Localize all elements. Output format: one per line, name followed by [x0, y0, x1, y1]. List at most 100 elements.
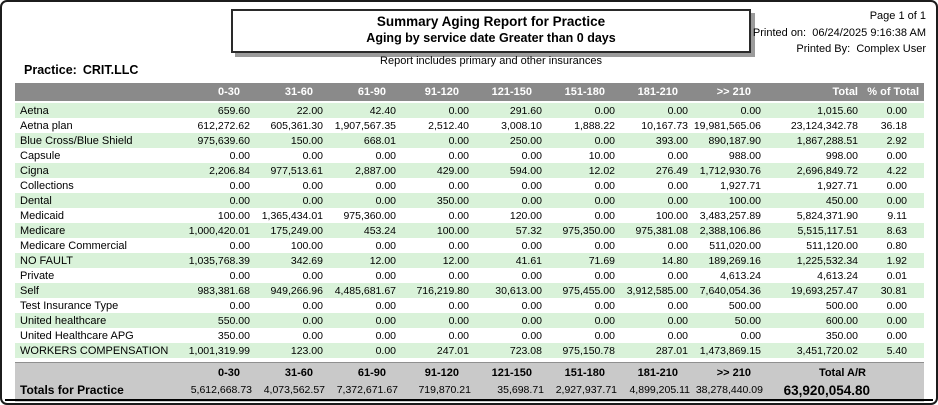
aging-value: 0.00 [594, 104, 615, 117]
aging-value: 977,513.61 [270, 164, 323, 177]
aging-value: 2,696,849.72 [796, 164, 858, 177]
aging-value: 287.01 [655, 344, 688, 357]
totals-column-header: 61-90 [357, 366, 386, 379]
aging-value: 3,483,257.89 [699, 209, 761, 222]
aging-value: 3,451,720.02 [796, 344, 858, 357]
aging-table: 0-30 31-60 61-90 91-120 121-150 151-180 181-21… [15, 83, 924, 358]
aging-value: 0.00 [302, 179, 323, 192]
aging-value: 0.00 [521, 269, 542, 282]
column-header: 181-210 [619, 83, 692, 103]
table-row: Aetna 659.60 22.00 42.40 0.00 291.60 0.00 0.00 0… [15, 102, 924, 118]
printed-by-value: Complex User [856, 43, 926, 55]
aging-value: 0.00 [375, 269, 396, 282]
aging-value: 4,485,681.67 [334, 284, 396, 297]
aging-value: 0.80 [886, 239, 907, 252]
printed-on: Printed on: 06/24/2025 9:16:38 AM [753, 25, 926, 42]
column-header: Total [765, 83, 862, 103]
aging-value: 350.00 [825, 329, 858, 342]
aging-value: 429.00 [436, 164, 469, 177]
aging-value: 0.00 [667, 329, 688, 342]
aging-value: 1,927.71 [817, 179, 858, 192]
totals-column-header: 181-210 [637, 366, 678, 379]
totals-value: 719,870.21 [418, 384, 471, 396]
column-header: 31-60 [254, 83, 327, 103]
aging-value: 5.40 [886, 344, 907, 357]
aging-value: 975,360.00 [343, 209, 396, 222]
insurance-name: NO FAULT [20, 254, 73, 267]
aging-value: 975,639.60 [197, 134, 250, 147]
aging-value: 100.00 [728, 194, 761, 207]
aging-value: 250.00 [509, 134, 542, 147]
aging-value: 291.60 [509, 104, 542, 117]
insurance-name: Cigna [20, 164, 49, 177]
aging-value: 36.18 [880, 119, 907, 132]
aging-value: 100.00 [290, 239, 323, 252]
aging-value: 41.61 [515, 254, 542, 267]
insurance-name: United Healthcare APG [20, 329, 134, 342]
table-row: WORKERS COMPENSATION 1,001,319.99 123.00 0.… [15, 343, 924, 358]
insurance-name: Medicare [20, 224, 66, 237]
aging-value: 723.08 [509, 344, 542, 357]
aging-value: 4.22 [886, 164, 907, 177]
aging-value: 2,512.40 [428, 119, 469, 132]
table-row: Medicare Commercial 0.00 100.00 0.00 0.00 0.0… [15, 238, 924, 253]
aging-value: 30,613.00 [495, 284, 542, 297]
printed-on-value: 06/24/2025 9:16:38 AM [812, 26, 926, 39]
table-row: Cigna 2,206.84 977,513.61 2,887.00 429.00 594… [15, 163, 924, 178]
totals-value: 7,372,671.67 [336, 384, 398, 396]
aging-value: 0.00 [448, 134, 469, 147]
table-row: Dental 0.00 0.00 0.00 350.00 0.00 0.00 0.00 100.… [15, 193, 924, 208]
aging-value: 4,613.24 [720, 269, 761, 282]
aging-value: 8.63 [886, 224, 907, 237]
aging-value: 975,350.00 [562, 224, 615, 237]
aging-value: 19,693,257.47 [790, 284, 858, 297]
aging-value: 890,187.90 [708, 134, 761, 147]
aging-value: 0.00 [229, 299, 250, 312]
aging-value: 1,867,288.51 [796, 134, 858, 147]
report-title-box: Summary Aging Report for Practice Aging … [231, 9, 751, 53]
column-header: % of Total [862, 83, 924, 103]
aging-value: 2,887.00 [355, 164, 396, 177]
aging-value: 1,888.22 [574, 119, 615, 132]
aging-value: 1,907,567.35 [334, 119, 396, 132]
aging-value: 23,124,342.78 [790, 119, 858, 132]
aging-table-body: Aetna 659.60 22.00 42.40 0.00 291.60 0.00 0.00 0… [15, 102, 924, 358]
totals-header-blank [15, 364, 181, 381]
aging-value: 0.00 [667, 314, 688, 327]
table-row: NO FAULT 1,035,768.39 342.69 12.00 12.00 41.6… [15, 253, 924, 268]
aging-value: 247.01 [436, 344, 469, 357]
practice-label: Practice: [24, 63, 77, 77]
aging-value: 0.00 [886, 149, 907, 162]
aging-header-row: 0-30 31-60 61-90 91-120 121-150 151-180 181-21… [15, 83, 924, 103]
aging-value: 0.00 [886, 179, 907, 192]
aging-value: 0.00 [594, 239, 615, 252]
aging-value: 350.00 [217, 329, 250, 342]
report-subtitle: Report includes primary and other insura… [380, 55, 602, 67]
aging-value: 0.00 [229, 239, 250, 252]
aging-value: 0.00 [594, 134, 615, 147]
aging-value: 0.00 [229, 179, 250, 192]
aging-value: 550.00 [217, 314, 250, 327]
aging-value: 0.00 [886, 104, 907, 117]
totals-value: 38,278,440.09 [695, 384, 763, 396]
aging-value: 4,613.24 [817, 269, 858, 282]
totals-column-header: 121-150 [491, 366, 532, 379]
aging-value: 0.00 [521, 329, 542, 342]
aging-value: 175,249.00 [270, 224, 323, 237]
aging-value: 0.00 [886, 314, 907, 327]
table-row: Capsule 0.00 0.00 0.00 0.00 0.00 10.00 0.00 988.… [15, 148, 924, 163]
aging-value: 57.32 [515, 224, 542, 237]
aging-value: 100.00 [436, 224, 469, 237]
aging-value: 12.00 [442, 254, 469, 267]
aging-value: 22.00 [296, 104, 323, 117]
aging-value: 7,640,054.36 [699, 284, 761, 297]
insurance-name: Self [20, 284, 39, 297]
aging-value: 0.00 [448, 149, 469, 162]
aging-value: 0.00 [521, 179, 542, 192]
totals-values-row: Totals for Practice 5,612,668.73 4,073,562… [15, 381, 924, 399]
aging-value: 0.00 [594, 209, 615, 222]
insurance-name: Private [20, 269, 55, 282]
aging-value: 0.00 [521, 194, 542, 207]
practice-line: Practice: CRIT.LLC [24, 63, 138, 77]
printed-by: Printed By: Complex User [753, 41, 926, 58]
